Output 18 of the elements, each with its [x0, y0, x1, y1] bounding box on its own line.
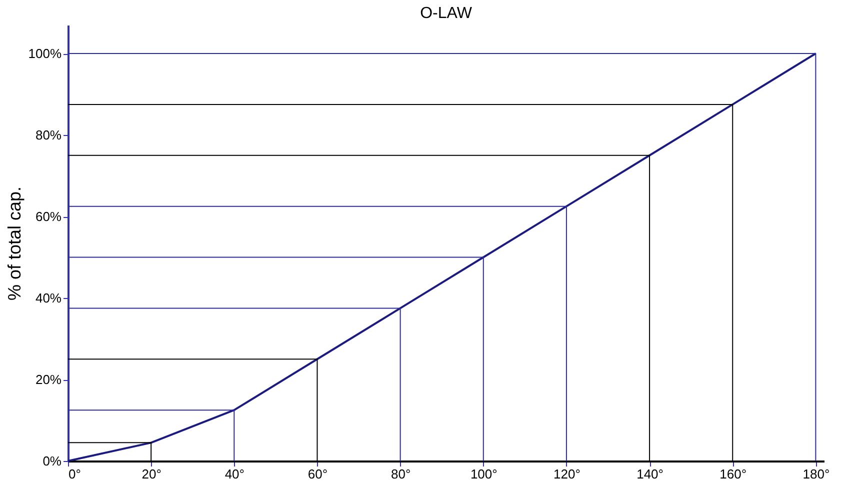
y-tick-label: 20%: [35, 372, 62, 388]
x-tick-label: 180°: [802, 466, 830, 482]
x-tick-label: 0°: [68, 466, 81, 482]
y-tick-label: 80%: [35, 128, 62, 143]
x-tick-label: 140°: [636, 466, 664, 482]
y-axis-title: % of total cap.: [4, 186, 24, 301]
x-tick-label: 40°: [224, 466, 244, 482]
x-tick-label: 160°: [720, 466, 747, 482]
x-tick-label: 80°: [390, 466, 411, 482]
y-tick-label: 60%: [35, 209, 62, 224]
y-tick-label: 40%: [35, 290, 62, 306]
x-tick-label: 120°: [554, 466, 580, 482]
x-tick-label: 20°: [142, 466, 162, 482]
x-tick-label: 100°: [470, 466, 498, 482]
y-tick-label: 0%: [42, 454, 62, 468]
chart-title: O-LAW: [420, 5, 473, 22]
y-tick-label: 100%: [28, 46, 62, 62]
x-tick-label: 60°: [308, 466, 328, 482]
